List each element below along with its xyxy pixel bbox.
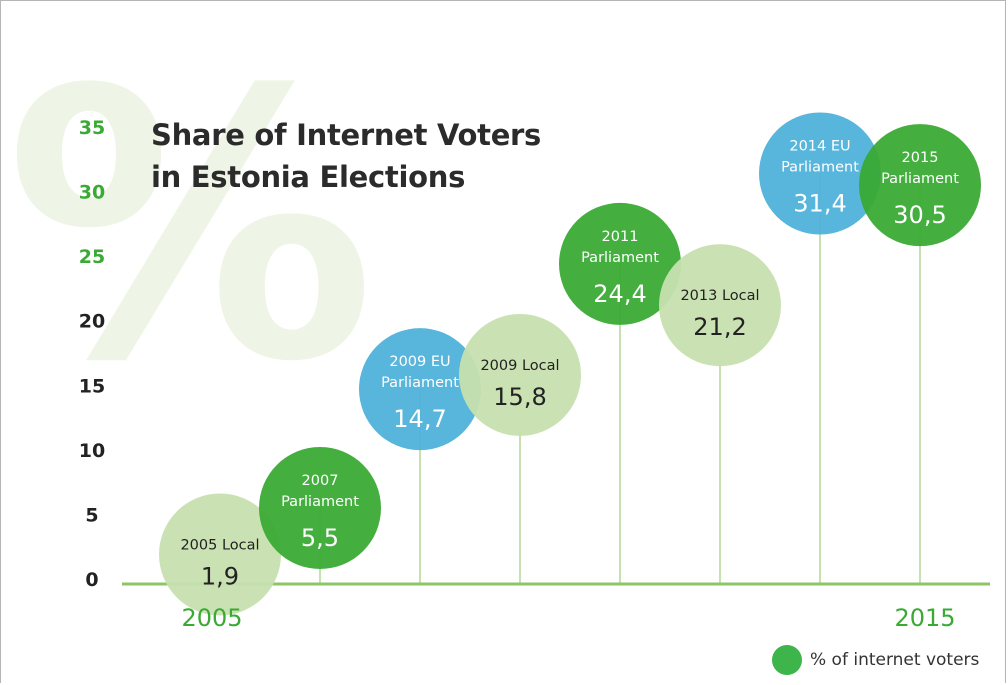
- bubble-value: 24,4: [593, 280, 646, 308]
- bubble-label: 2011: [602, 229, 639, 245]
- bubble: 2009 EU Parliament 14,7: [359, 328, 481, 451]
- bubble-value: 31,4: [793, 189, 846, 217]
- bubble: 2011 Parliament 24,4: [559, 202, 681, 325]
- bubble: 2007 Parliament 5,5: [259, 446, 381, 569]
- bubble: 2015 Parliament 30,5: [859, 124, 981, 247]
- legend-swatch: [772, 645, 802, 675]
- y-tick-label: 30: [79, 182, 105, 204]
- y-tick-label: 25: [79, 246, 105, 268]
- y-tick-label: 5: [85, 504, 98, 526]
- bubble-label: Parliament: [781, 159, 859, 175]
- bubble-label: Parliament: [581, 250, 659, 266]
- bubble-label: 2013 Local: [680, 288, 759, 304]
- bubble-label: 2009 Local: [480, 358, 559, 374]
- bubble: 2013 Local 21,2: [659, 244, 781, 367]
- bubble-label: Parliament: [281, 494, 359, 510]
- bubble-label: Parliament: [881, 171, 959, 187]
- title-line-2: in Estonia Elections: [151, 160, 466, 194]
- bubble-label: 2009 EU: [389, 354, 450, 370]
- watermark-percent: %: [5, 13, 376, 443]
- y-tick-label: 20: [79, 311, 105, 333]
- bubble-label: 2007: [302, 473, 339, 489]
- y-axis-ticks: 0 5 10 15 20 25 30 35: [79, 117, 105, 591]
- bubble-value: 5,5: [301, 524, 339, 552]
- x-start-label: 2005: [181, 604, 242, 632]
- bubble-circle: [459, 313, 581, 436]
- bubble-circle: [859, 124, 981, 247]
- bubble-value: 21,2: [693, 313, 746, 341]
- bubbles: 2005 Local 1,9 2007 Parliament 5,5 2009 EU Par…: [159, 112, 981, 616]
- legend-label: % of internet voters: [810, 650, 980, 670]
- bubble: 2014 EU Parliament 31,4: [759, 112, 881, 235]
- bubble-value: 15,8: [493, 383, 546, 411]
- bubble-value: 30,5: [893, 201, 946, 229]
- bubble-circle: [759, 112, 881, 235]
- bubble-label: Parliament: [381, 375, 459, 391]
- legend: % of internet voters: [772, 645, 979, 675]
- chart-title: Share of Internet Voters in Estonia Elec…: [151, 114, 541, 198]
- bubble-circle: [159, 493, 281, 616]
- bubble-label: 2014 EU: [789, 138, 850, 154]
- y-tick-label: 0: [85, 569, 98, 591]
- title-line-1: Share of Internet Voters: [151, 118, 542, 152]
- x-end-label: 2015: [894, 604, 955, 632]
- bubble-circle: [259, 446, 381, 569]
- bubble-circle: [359, 328, 481, 451]
- bubble-value: 1,9: [201, 562, 239, 590]
- bubble-circle: [659, 244, 781, 367]
- y-tick-label: 35: [79, 117, 105, 139]
- bubble: 2005 Local 1,9: [159, 493, 281, 616]
- bubble-label: 2005 Local: [180, 537, 259, 553]
- y-tick-label: 15: [79, 375, 105, 397]
- bubble: 2009 Local 15,8: [459, 313, 581, 436]
- y-tick-label: 10: [79, 440, 105, 462]
- bubble-value: 14,7: [393, 405, 446, 433]
- bubble-circle: [559, 202, 681, 325]
- bubble-label: 2015: [902, 150, 939, 166]
